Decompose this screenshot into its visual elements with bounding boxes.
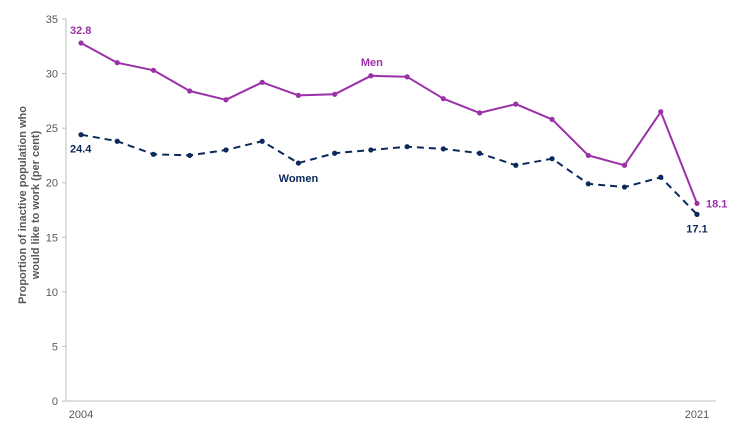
data-point-men — [513, 101, 519, 107]
data-point-women — [585, 181, 591, 187]
data-point-men — [332, 91, 338, 97]
y-axis-title-line-1: Proportion of inactive population who — [17, 106, 29, 304]
series-line-men — [80, 42, 698, 204]
data-point-men — [658, 109, 664, 115]
series-layer — [78, 40, 700, 217]
data-point-men — [150, 67, 157, 73]
data-point-women — [295, 160, 302, 166]
y-tick-label: 0 — [52, 396, 58, 408]
data-point-men — [295, 92, 302, 98]
data-point-women — [404, 144, 410, 150]
data-point-women — [78, 132, 84, 138]
data-point-women — [114, 138, 120, 144]
data-point-men — [259, 79, 265, 85]
y-tick-label: 10 — [46, 287, 58, 299]
y-tick-label: 20 — [46, 178, 58, 190]
y-tick-label: 15 — [46, 232, 58, 244]
y-ticks: 0 5 10 15 20 25 30 35 — [46, 14, 66, 408]
data-point-men — [694, 200, 700, 207]
data-point-men — [368, 73, 374, 79]
data-point-women — [332, 150, 338, 156]
data-point-men — [223, 97, 229, 103]
data-point-men — [440, 96, 446, 102]
y-tick-label: 5 — [52, 341, 58, 353]
data-point-women — [223, 147, 229, 153]
series-label-women: Women — [279, 173, 319, 185]
data-point-women — [694, 211, 700, 217]
data-point-women — [513, 162, 519, 168]
labels-layer: 32.8 18.1 Men 24.4 17.1 Women — [70, 25, 727, 235]
data-point-men — [404, 74, 410, 80]
x-ticks: 2004 2021 — [69, 409, 709, 421]
x-tick-label: 2021 — [685, 409, 709, 421]
data-label-men-end: 18.1 — [706, 198, 727, 210]
y-tick-label: 25 — [46, 123, 58, 135]
data-point-men — [476, 110, 483, 116]
data-label-men-start: 32.8 — [70, 25, 91, 37]
data-point-men — [549, 116, 555, 123]
data-point-men — [585, 152, 591, 159]
data-point-women — [440, 146, 446, 152]
data-point-women — [549, 156, 555, 162]
data-point-women — [259, 138, 265, 144]
data-point-women — [150, 151, 157, 157]
data-point-men — [621, 162, 628, 168]
data-point-men — [78, 40, 84, 46]
y-axis-title-line-2: would like to work (per cent) — [30, 130, 42, 280]
x-tick-label: 2004 — [69, 409, 93, 421]
data-label-women-end: 17.1 — [686, 223, 707, 235]
data-point-men — [114, 60, 120, 66]
y-axis-title: Proportion of inactive population who wo… — [17, 106, 42, 304]
series-label-men: Men — [361, 57, 383, 69]
data-label-women-start: 24.4 — [70, 144, 92, 156]
data-point-women — [658, 174, 664, 180]
data-point-men — [187, 88, 193, 94]
data-point-women — [621, 184, 628, 190]
data-point-women — [187, 152, 193, 159]
y-tick-label: 30 — [46, 69, 58, 81]
data-point-women — [368, 147, 374, 153]
series-line-women — [80, 133, 698, 216]
y-tick-label: 35 — [46, 14, 58, 26]
data-point-women — [476, 150, 483, 156]
